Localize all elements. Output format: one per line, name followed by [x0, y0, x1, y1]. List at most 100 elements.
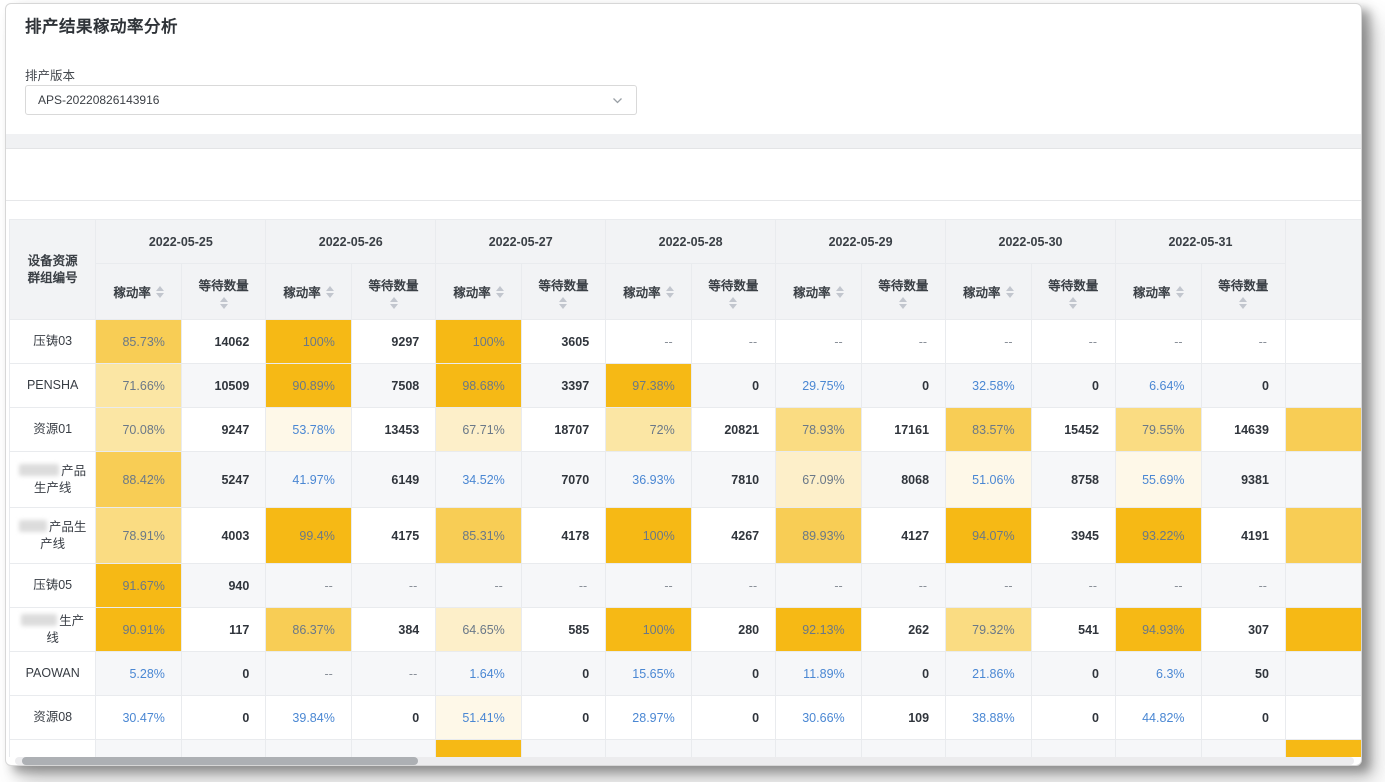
wait-cell: 8758: [1031, 452, 1116, 508]
rate-cell: 94.07%: [946, 508, 1032, 564]
horizontal-scrollbar-thumb[interactable]: [22, 757, 418, 765]
sort-icon[interactable]: [389, 296, 398, 309]
rate-cell: 29.75%: [776, 364, 862, 408]
column-header-wait[interactable]: 等待数量: [181, 264, 267, 320]
column-header-rate[interactable]: 稼动率: [96, 264, 182, 320]
sort-icon[interactable]: [559, 296, 568, 309]
table-row: PENSHA 71.66% 10509 90.89% 7508 98.68% 3397 97.…: [10, 364, 1361, 408]
rate-cell: --: [266, 564, 352, 608]
column-header-rate[interactable]: 稼动率: [436, 264, 522, 320]
row-label: 生产线: [10, 608, 97, 652]
wait-cell: 50: [1201, 652, 1286, 696]
wait-cell: 0: [1201, 696, 1286, 740]
column-header-wait[interactable]: 等待数量: [1031, 264, 1116, 320]
wait-cell: 14062: [181, 320, 267, 364]
wait-cell: 9297: [351, 320, 437, 364]
rate-cell: 41.97%: [266, 452, 352, 508]
sort-caret-up-icon: [1175, 285, 1184, 291]
wait-cell: 307: [1201, 608, 1286, 652]
wait-header-label: 等待数量: [708, 278, 759, 293]
version-select[interactable]: APS-20220826143916: [25, 85, 637, 115]
column-header-wait[interactable]: 等待数量: [351, 264, 437, 320]
rate-cell: 39.84%: [266, 696, 352, 740]
column-header-rate[interactable]: 稼动率: [776, 264, 862, 320]
sort-icon[interactable]: [219, 296, 228, 309]
rate-cell: 79.32%: [946, 608, 1032, 652]
wait-cell: 17161: [861, 408, 947, 452]
column-header-wait[interactable]: 等待数量: [861, 264, 947, 320]
wait-cell: 8068: [861, 452, 947, 508]
wait-cell: --: [351, 564, 437, 608]
column-header-rate[interactable]: 稼动率: [606, 264, 692, 320]
rate-cell: 55.69%: [1115, 452, 1202, 508]
version-select-value: APS-20220826143916: [38, 93, 160, 107]
row-label: [10, 740, 97, 757]
rate-cell: [606, 740, 692, 757]
next-column-peek-cell: [1285, 408, 1361, 452]
sort-icon[interactable]: [495, 285, 504, 298]
rate-cell: [946, 740, 1032, 757]
wait-cell: --: [1201, 564, 1286, 608]
table-viewport: 设备资源群组编号 2022-05-25 2022-05-26 2022-05-27 20…: [9, 219, 1361, 757]
next-column-peek-cell: [1285, 508, 1361, 564]
sort-icon[interactable]: [325, 285, 334, 298]
sort-caret-up-icon: [155, 285, 164, 291]
column-header-rate[interactable]: 稼动率: [946, 264, 1032, 320]
rate-cell: 98.68%: [436, 364, 522, 408]
rate-cell: 88.42%: [96, 452, 182, 508]
rate-cell: 78.91%: [96, 508, 182, 564]
rate-cell: 15.65%: [606, 652, 692, 696]
rate-header-label: 稼动率: [283, 286, 321, 300]
sort-icon[interactable]: [155, 285, 164, 298]
rate-cell: 93.22%: [1115, 508, 1202, 564]
wait-header-label: 等待数量: [1048, 278, 1099, 293]
sort-caret-down-icon: [219, 303, 228, 309]
wait-cell: 7508: [351, 364, 437, 408]
column-header-wait[interactable]: 等待数量: [691, 264, 777, 320]
next-column-peek-cell: [1285, 320, 1361, 364]
wait-cell: 0: [861, 652, 947, 696]
wait-cell: [521, 740, 607, 757]
wait-cell: [1201, 740, 1286, 757]
column-header-rate[interactable]: 稼动率: [266, 264, 352, 320]
wait-cell: [351, 740, 437, 757]
wait-cell: [861, 740, 947, 757]
table-row: 压铸03 85.73% 14062 100% 9297 100% 3605 -- -- -- -- -…: [10, 320, 1361, 364]
sort-icon[interactable]: [1175, 285, 1184, 298]
sort-icon[interactable]: [899, 296, 908, 309]
wait-cell: 4127: [861, 508, 947, 564]
sort-icon[interactable]: [1239, 296, 1248, 309]
sort-icon[interactable]: [665, 285, 674, 298]
wait-header-label: 等待数量: [368, 278, 419, 293]
rate-cell: 78.93%: [776, 408, 862, 452]
wait-cell: 0: [351, 696, 437, 740]
rate-cell: 100%: [606, 508, 692, 564]
sort-caret-down-icon: [495, 292, 504, 298]
sort-icon[interactable]: [1005, 285, 1014, 298]
column-header-wait[interactable]: 等待数量: [521, 264, 607, 320]
redacted-text: [21, 613, 58, 626]
rate-cell: 51.06%: [946, 452, 1032, 508]
version-select-label: 排产版本: [25, 69, 76, 83]
wait-cell: 541: [1031, 608, 1116, 652]
sort-icon[interactable]: [1069, 296, 1078, 309]
sort-icon[interactable]: [835, 285, 844, 298]
card-divider-line: [6, 200, 1361, 201]
column-header-date: 2022-05-25: [96, 220, 267, 264]
wait-cell: 0: [691, 652, 777, 696]
sort-caret-down-icon: [1069, 303, 1078, 309]
rate-cell: 79.55%: [1115, 408, 1202, 452]
horizontal-scrollbar[interactable]: [15, 757, 1354, 765]
column-header-wait[interactable]: 等待数量: [1201, 264, 1286, 320]
column-header-date: 2022-05-26: [266, 220, 437, 264]
sort-caret-up-icon: [389, 296, 398, 302]
rate-cell: 92.13%: [776, 608, 862, 652]
column-header-rate[interactable]: 稼动率: [1115, 264, 1202, 320]
rate-cell: --: [946, 564, 1032, 608]
rate-cell: 100%: [436, 320, 522, 364]
table-row-partial: [10, 740, 1361, 757]
sort-caret-up-icon: [729, 296, 738, 302]
utilization-table: 设备资源群组编号 2022-05-25 2022-05-26 2022-05-27 20…: [9, 219, 1361, 757]
sort-icon[interactable]: [729, 296, 738, 309]
rate-cell: 21.86%: [946, 652, 1032, 696]
